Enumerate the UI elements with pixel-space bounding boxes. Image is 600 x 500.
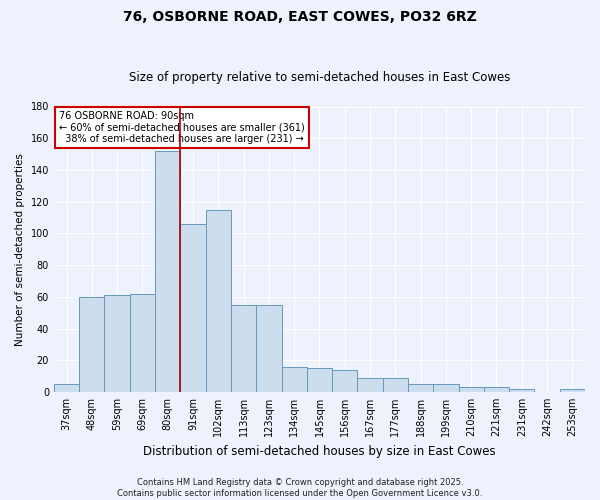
Title: Size of property relative to semi-detached houses in East Cowes: Size of property relative to semi-detach… [129, 72, 510, 85]
Bar [256, 304, 281, 392]
Bar [155, 151, 181, 392]
Bar [408, 384, 433, 392]
Text: 76 OSBORNE ROAD: 90sqm
← 60% of semi-detached houses are smaller (361)
  38% of : 76 OSBORNE ROAD: 90sqm ← 60% of semi-det… [59, 111, 305, 144]
Bar [54, 384, 79, 392]
X-axis label: Distribution of semi-detached houses by size in East Cowes: Distribution of semi-detached houses by … [143, 444, 496, 458]
Text: Contains HM Land Registry data © Crown copyright and database right 2025.
Contai: Contains HM Land Registry data © Crown c… [118, 478, 482, 498]
Bar [79, 297, 104, 392]
Bar [560, 389, 585, 392]
Bar [231, 304, 256, 392]
Bar [458, 387, 484, 392]
Text: 76, OSBORNE ROAD, EAST COWES, PO32 6RZ: 76, OSBORNE ROAD, EAST COWES, PO32 6RZ [123, 10, 477, 24]
Bar [332, 370, 358, 392]
Bar [104, 295, 130, 392]
Bar [130, 294, 155, 392]
Bar [433, 384, 458, 392]
Bar [181, 224, 206, 392]
Bar [383, 378, 408, 392]
Bar [509, 389, 535, 392]
Bar [206, 210, 231, 392]
Bar [281, 366, 307, 392]
Bar [358, 378, 383, 392]
Y-axis label: Number of semi-detached properties: Number of semi-detached properties [15, 153, 25, 346]
Bar [307, 368, 332, 392]
Bar [484, 387, 509, 392]
